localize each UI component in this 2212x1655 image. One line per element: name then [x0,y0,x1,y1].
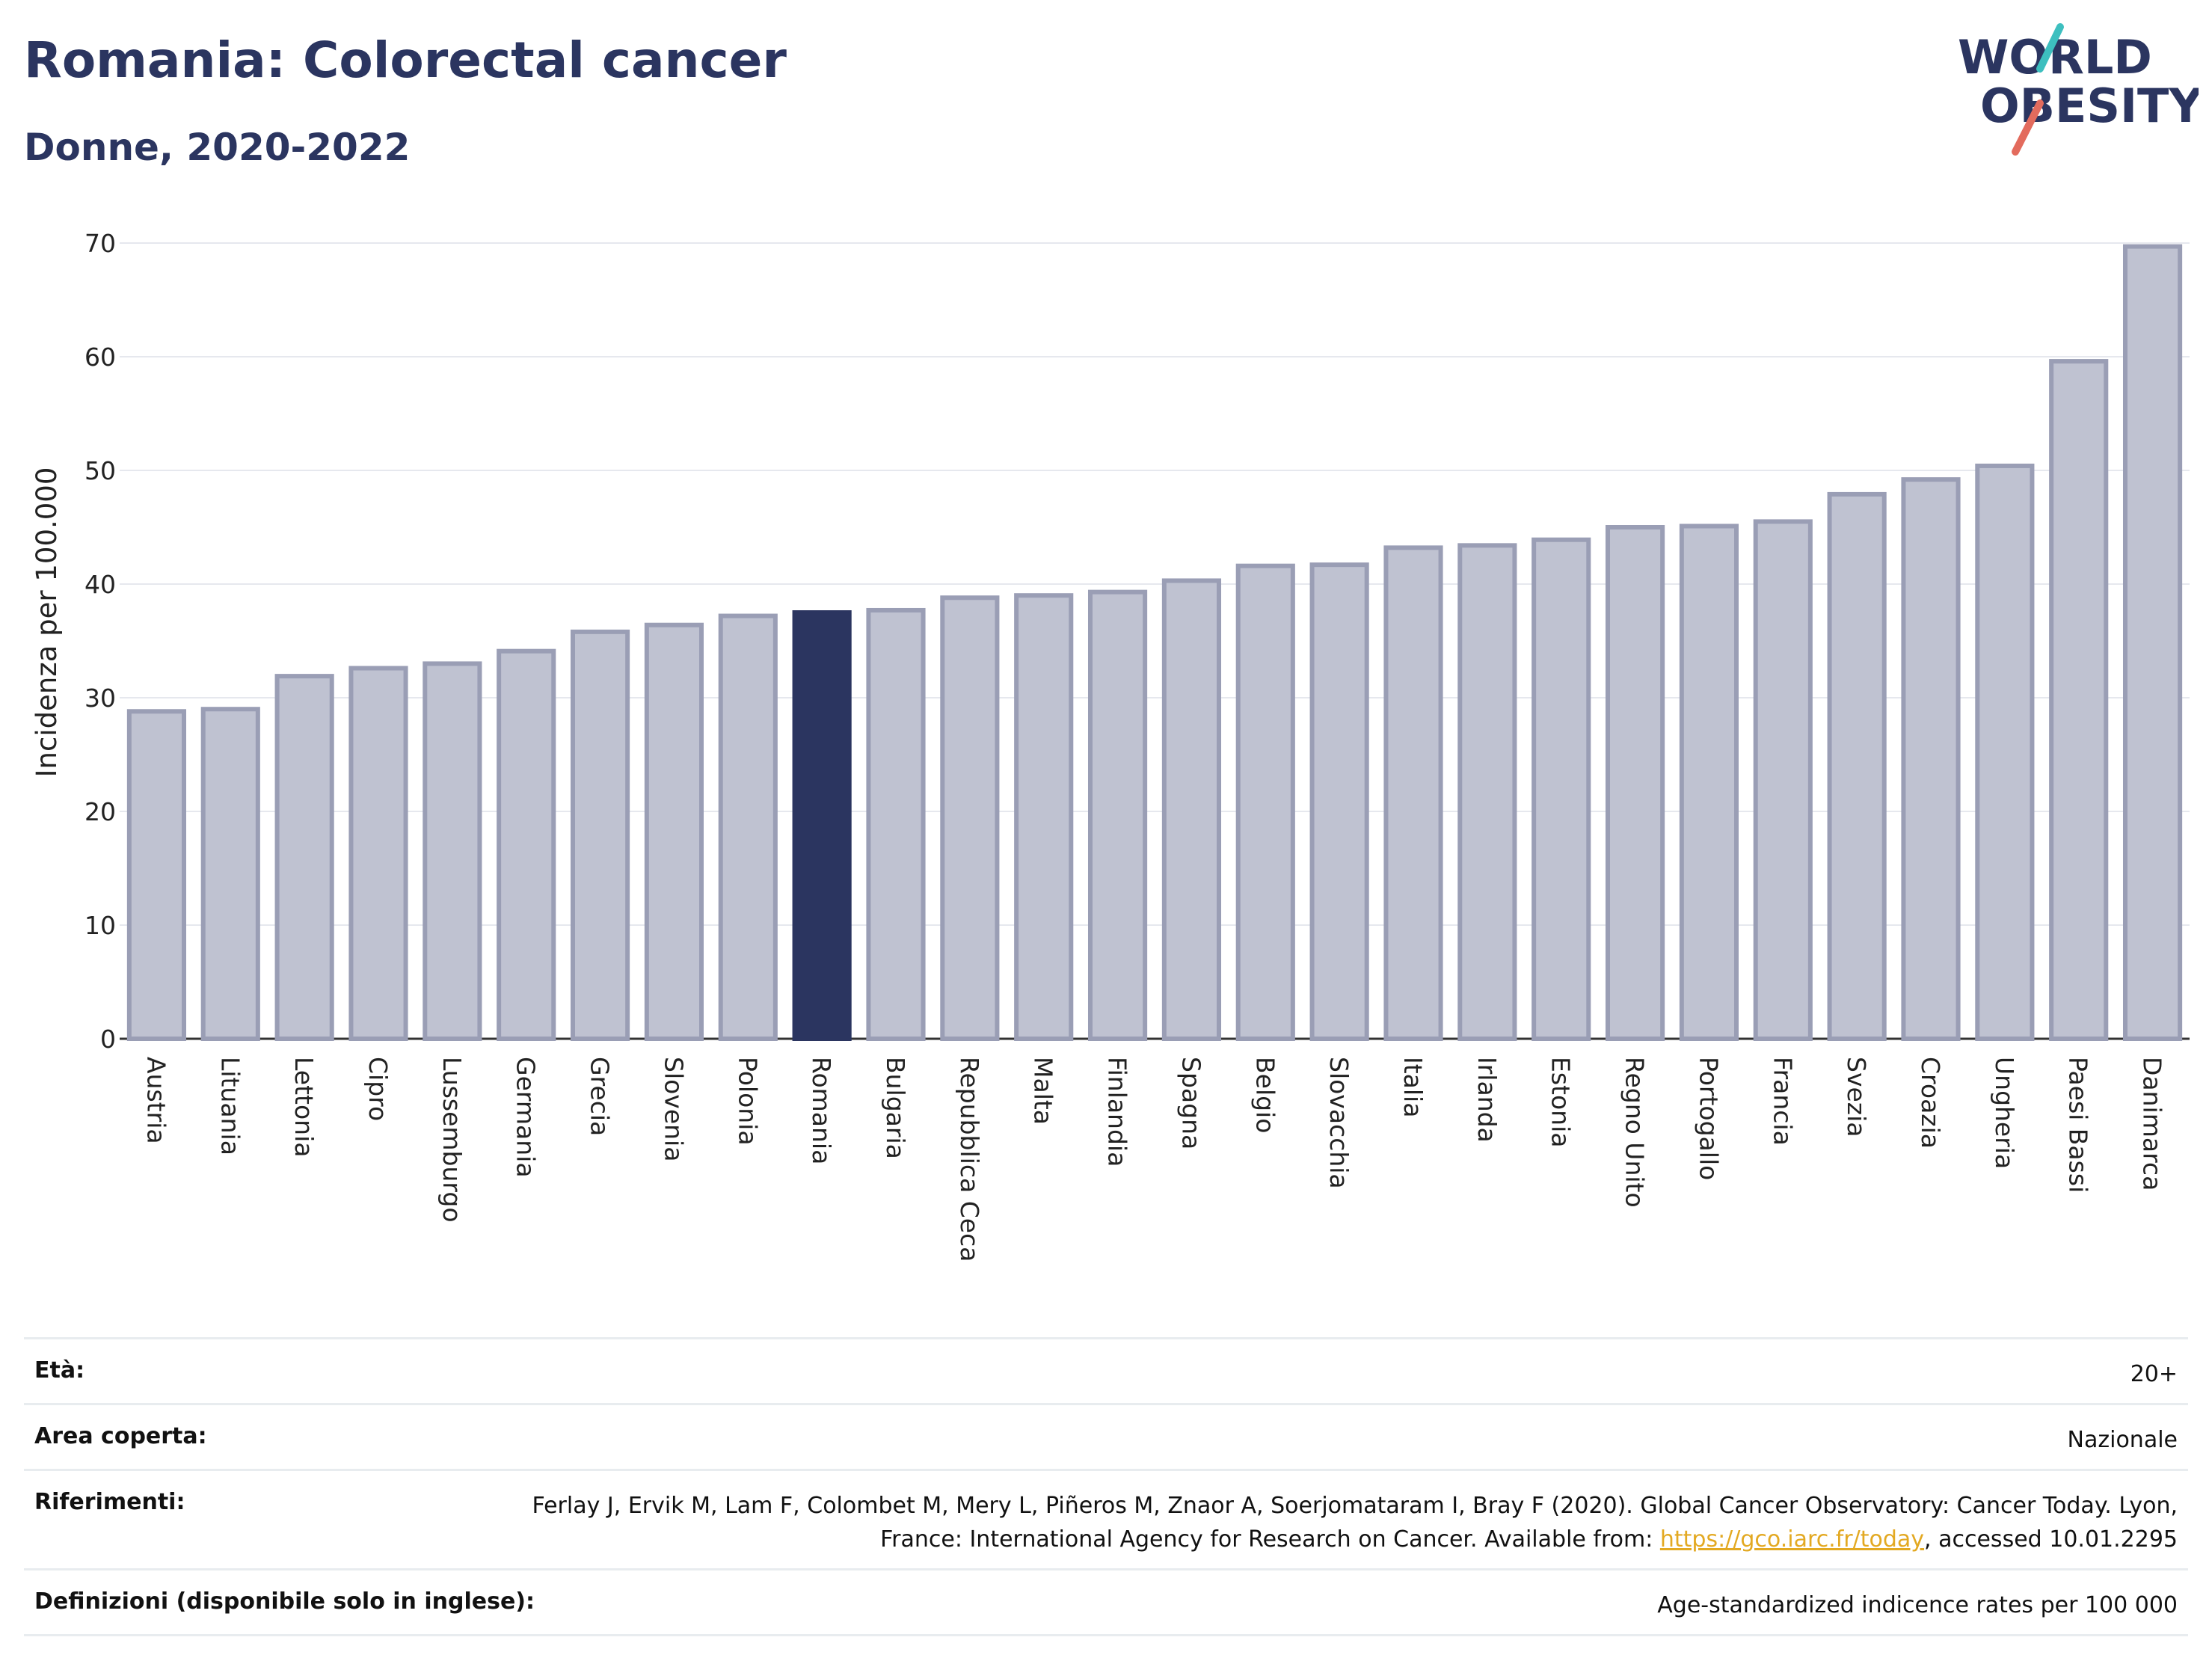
references-link[interactable]: https://gco.iarc.fr/today [1659,1526,1925,1553]
area-label: Area coperta: [34,1423,207,1449]
bar-svezia [1827,491,1887,1041]
references-text-end: , accessed 10.01.2295 [1924,1526,2178,1553]
y-tick-label: 10 [85,911,116,940]
bar-italia [1383,545,1443,1041]
y-tick-label: 0 [100,1025,116,1054]
category-label: Romania [807,1057,836,1164]
y-tick-label: 70 [85,229,116,258]
area-value: Nazionale [2067,1427,2178,1453]
category-label: Slovacchia [1324,1057,1354,1189]
bar-lituania [200,707,260,1041]
bar-ungheria [1975,463,2035,1041]
y-tick-label: 30 [85,684,116,713]
category-label: Lussemburgo [437,1057,467,1223]
definitions-label: Definizioni (disponibile solo in inglese… [34,1588,535,1615]
category-label: Spagna [1176,1057,1205,1149]
bar-bulgaria [866,607,926,1041]
y-tick-label: 20 [85,797,116,826]
category-label: Grecia [586,1057,615,1136]
category-label: Polonia [733,1057,762,1146]
age-label: Età: [34,1357,85,1384]
category-label: Portogallo [1694,1057,1723,1180]
category-label: Estonia [1546,1057,1576,1147]
bar-malta [1014,593,1074,1041]
bar-slovacchia [1309,562,1369,1041]
bar-belgio [1235,563,1295,1041]
category-label: Belgio [1250,1057,1279,1133]
info-table: Età: 20+ Area coperta: Nazionale Riferim… [24,1337,2188,1636]
bar-irlanda [1457,543,1517,1041]
bar-cipro [348,666,408,1041]
info-row-references: Riferimenti: Ferlay J, Ervik M, Lam F, C… [24,1469,2188,1568]
info-row-age: Età: 20+ [24,1337,2188,1403]
y-tick-label: 40 [85,570,116,599]
y-tick-label: 50 [85,456,116,485]
bar-regno-unito [1605,525,1665,1041]
category-label: Slovenia [659,1057,688,1161]
bar-finlandia [1087,589,1148,1041]
references-label: Riferimenti: [34,1489,185,1515]
logo-line-2: OBESITY [1980,79,2199,133]
definitions-value: Age-standardized indicence rates per 100… [1657,1592,2178,1618]
chart-title: Romania: Colorectal cancer [24,31,787,89]
category-label: Lituania [215,1057,245,1155]
category-label: Italia [1398,1057,1428,1117]
y-tick-label: 60 [85,343,116,372]
bar-romania [792,610,852,1041]
bar-lettonia [274,674,334,1041]
category-label: Ungheria [1990,1057,2019,1169]
category-label: Lettonia [289,1057,319,1157]
bar-austria [126,709,187,1041]
age-value: 20+ [2130,1361,2178,1387]
category-label: Francia [1768,1057,1797,1146]
category-label: Germania [511,1057,541,1178]
category-label: Regno Unito [1620,1057,1650,1208]
category-label: Cipro [363,1057,393,1121]
category-label: Malta [1029,1057,1058,1125]
bar-polonia [718,613,778,1041]
category-label: Bulgaria [881,1057,910,1159]
references-value: Ferlay J, Ervik M, Lam F, Colombet M, Me… [495,1489,2178,1556]
category-label: Croazia [1916,1057,1945,1149]
bar-lussemburgo [423,661,482,1042]
bar-spagna [1161,578,1222,1041]
category-label: Paesi Bassi [2064,1057,2093,1193]
y-axis-label: Incidenza per 100.000 [31,467,63,778]
y-tick-labels: 0 10 20 30 40 50 60 70 [85,229,116,1054]
category-label: Repubblica Ceca [955,1057,984,1262]
chart-subtitle: Donne, 2020-2022 [24,126,411,169]
bar-germania [497,648,556,1041]
category-labels: Austria Lituania Lettonia Cipro Lussemburgo G… [141,1057,2166,1262]
bar-danimarca [2122,244,2183,1041]
bar-francia [1753,519,1813,1041]
bar-chart: 0 10 20 30 40 50 60 70 Austria Lituania Lettonia C… [31,229,2190,1262]
bars [126,244,2183,1042]
info-row-definitions: Definizioni (disponibile solo in inglese… [24,1568,2188,1636]
category-label: Svezia [1842,1057,1871,1137]
world-obesity-logo: WORLD OBESITY [1958,23,2199,156]
category-label: Austria [141,1057,170,1144]
bar-estonia [1531,537,1591,1041]
bar-croazia [1901,477,1961,1041]
bar-grecia [570,629,630,1041]
references-text-start: Ferlay J, Ervik M, Lam F, Colombet M, Me… [532,1493,2178,1553]
bar-portogallo [1679,523,1739,1041]
category-label: Finlandia [1103,1057,1132,1167]
info-row-area: Area coperta: Nazionale [24,1403,2188,1469]
bar-slovenia [644,622,704,1041]
category-label: Irlanda [1472,1057,1502,1143]
bar-repubblica-ceca [940,595,1000,1041]
bar-paesi-bassi [2049,359,2109,1041]
category-label: Danimarca [2138,1057,2167,1191]
